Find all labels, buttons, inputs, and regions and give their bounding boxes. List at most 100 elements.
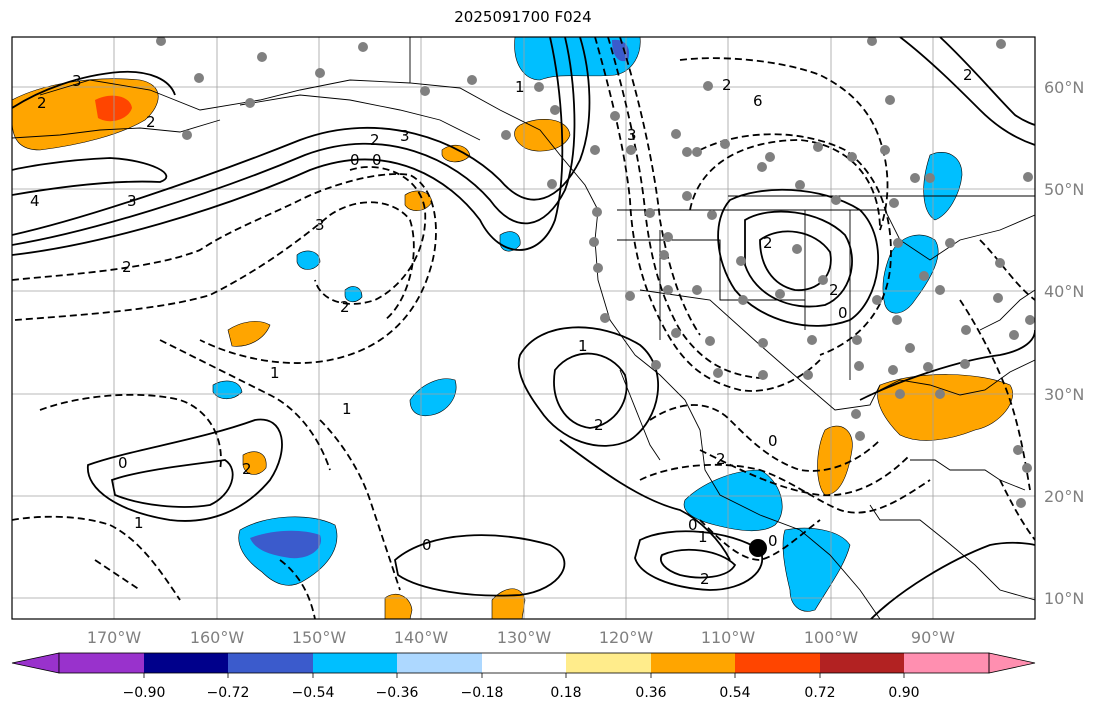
map-frame [11,36,1036,620]
shade-negative-great-lakes [882,234,939,314]
svg-text:0: 0 [118,454,128,472]
location-marker [749,539,767,557]
colorbar-bin-7 [651,653,735,673]
colorbar-label-0: −0.90 [123,685,166,701]
colorbar-label-7: 0.54 [719,685,750,701]
svg-text:2: 2 [963,66,973,84]
shade-negative-hawaii-core [250,530,321,559]
svg-text:2: 2 [594,416,604,434]
colorbar-ticks [143,673,905,678]
lon-label-110w: 110°W [701,628,756,647]
shade-negative-alaska [514,37,641,81]
svg-text:2: 2 [722,76,732,94]
svg-text:1: 1 [515,78,525,96]
shade-positive-pacific-nw [12,78,159,151]
svg-text:0: 0 [688,516,698,534]
lon-label-90w: 90°W [911,628,955,647]
lon-label-100w: 100°W [804,628,859,647]
contour-labels: 3 2 2 4 3 0 0 2 3 3 2 1 1 0 1 2 0 2 1 2 … [30,66,973,588]
map-title: 2025091700 F024 [454,8,592,26]
lon-label-140w: 140°W [394,628,449,647]
svg-text:2: 2 [700,570,710,588]
shade-positive-sm2 [242,451,267,475]
colorbar-extend-right [988,652,1036,674]
lon-label-170w: 170°W [87,628,142,647]
colorbar-bin-9 [820,653,904,673]
shade-positive-sm3 [384,594,413,619]
colorbar-label-1: −0.72 [207,685,250,701]
svg-text:2: 2 [122,258,132,276]
svg-text:1: 1 [134,514,144,532]
shade-negative-alaska-core [612,39,630,62]
svg-text:2: 2 [370,131,380,149]
svg-text:2: 2 [716,450,726,468]
svg-text:3: 3 [72,72,82,90]
svg-text:2: 2 [37,94,47,112]
colorbar-label-6: 0.36 [635,685,666,701]
shade-positive-sm1 [227,321,271,347]
station-dots [156,37,1035,508]
colorbar: −0.90 −0.72 −0.54 −0.36 −0.18 0.18 0.36 … [11,652,1036,701]
colorbar-bin-0 [59,653,144,673]
svg-text:3: 3 [400,127,410,145]
svg-text:6: 6 [753,92,763,110]
lat-label-50: 50°N [1044,180,1084,199]
gridlines [12,37,1035,619]
svg-text:1: 1 [578,337,588,355]
shade-negative-sm5 [344,286,363,303]
svg-text:0: 0 [350,151,360,169]
colorbar-label-3: −0.36 [376,685,419,701]
lat-labels: 60°N 50°N 40°N 30°N 20°N 10°N [1044,78,1084,608]
svg-text:1: 1 [270,364,280,382]
colorbar-bin-4 [397,653,482,673]
svg-text:0: 0 [768,532,778,550]
colorbar-bin-1 [144,653,228,673]
lat-label-40: 40°N [1044,282,1084,301]
lon-label-120w: 120°W [599,628,654,647]
colorbar-label-2: −0.54 [292,685,335,701]
colorbar-label-8: 0.72 [804,685,835,701]
colorbar-bin-2 [228,653,313,673]
svg-text:0: 0 [372,151,382,169]
svg-text:1: 1 [698,528,708,546]
svg-text:2: 2 [829,281,839,299]
svg-text:2: 2 [242,460,252,478]
colorbar-label-5: 0.18 [550,685,581,701]
lat-label-60: 60°N [1044,78,1084,97]
colorbar-label-4: −0.18 [461,685,504,701]
colorbar-bin-5 [482,653,566,673]
svg-text:1: 1 [342,400,352,418]
colorbar-bin-6 [566,653,651,673]
colorbar-tick-labels: −0.90 −0.72 −0.54 −0.36 −0.18 0.18 0.36 … [123,685,920,701]
svg-text:2: 2 [763,234,773,252]
svg-text:0: 0 [422,536,432,554]
lon-label-160w: 160°W [190,628,245,647]
colorbar-bin-3 [313,653,397,673]
svg-text:4: 4 [30,192,40,210]
svg-text:0: 0 [838,304,848,322]
svg-text:3: 3 [127,192,137,210]
svg-text:3: 3 [627,126,637,144]
shade-positive-pacific-nw-core [95,95,132,122]
lon-labels: 170°W 160°W 150°W 140°W 130°W 120°W 110°… [87,628,955,647]
shade-negative-sm1 [409,378,457,417]
colorbar-label-9: 0.90 [888,685,919,701]
shade-negative-central-am-2 [782,527,851,612]
lon-label-150w: 150°W [292,628,347,647]
map-area: 3 2 2 4 3 0 0 2 3 3 2 1 1 0 1 2 0 2 1 2 … [12,37,1035,619]
shade-negative-sm2 [296,250,321,270]
colorbar-bin-8 [735,653,820,673]
lat-label-30: 30°N [1044,385,1084,404]
colorbar-bin-10 [904,653,989,673]
colorbar-extend-left [11,652,60,674]
contours [12,37,1035,619]
shade-positive-mexico [817,425,853,496]
lat-label-10: 10°N [1044,589,1084,608]
lon-label-130w: 130°W [497,628,552,647]
svg-text:0: 0 [768,432,778,450]
svg-text:3: 3 [315,216,325,234]
lat-label-20: 20°N [1044,487,1084,506]
svg-text:2: 2 [146,113,156,131]
svg-text:2: 2 [340,298,350,316]
